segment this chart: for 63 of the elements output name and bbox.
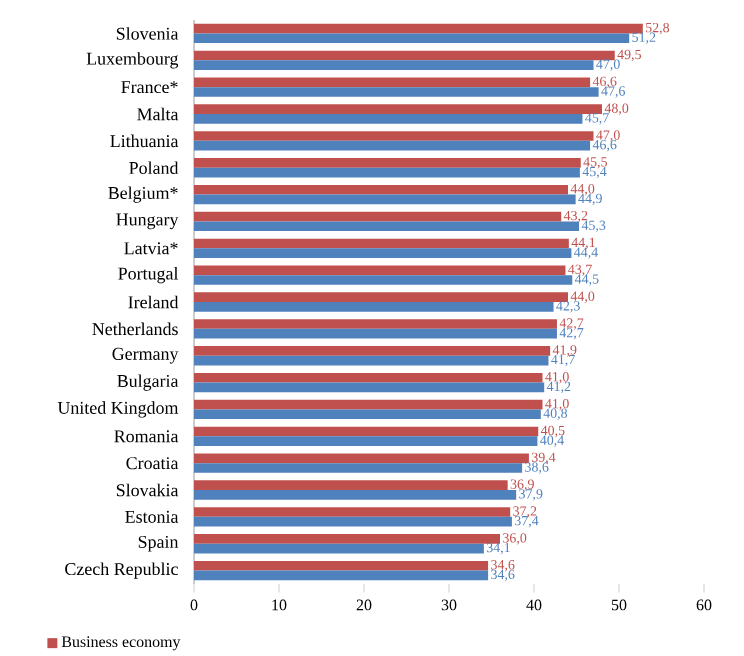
bar: [194, 516, 512, 527]
bar: [194, 436, 538, 446]
bar: [194, 560, 489, 571]
bar: [194, 140, 591, 151]
bar: [194, 534, 500, 544]
y-tick-label: Hungary: [116, 213, 179, 230]
y-tick-label: Slovakia: [116, 483, 179, 497]
bar: [194, 194, 576, 205]
bar: [194, 453, 529, 464]
y-tick-label: Ireland: [128, 295, 179, 309]
y-tick-label: United Kingdom: [57, 401, 179, 418]
bar: [194, 382, 545, 393]
bar: [194, 543, 484, 554]
bar: [194, 104, 602, 115]
y-tick-label: Spain: [138, 535, 179, 552]
y-tick-label: Romania: [114, 430, 179, 443]
bar: [194, 507, 511, 517]
y-tick-label: Estonia: [125, 510, 179, 523]
bar: [194, 490, 517, 500]
bar: [194, 409, 541, 420]
bar: [194, 426, 539, 437]
bar: [194, 480, 508, 491]
y-tick-label: Lithuania: [110, 134, 179, 148]
bar: [194, 319, 557, 329]
bar: [194, 372, 543, 383]
y-tick-label: Poland: [129, 161, 179, 175]
y-tick-label: Portugal: [118, 267, 179, 284]
bar: [194, 221, 580, 232]
bar: [194, 131, 594, 141]
bar: [194, 275, 573, 285]
bar: [194, 211, 562, 222]
bar: [194, 33, 630, 44]
y-tick-label: Luxembourg: [86, 52, 179, 69]
bar: [194, 60, 594, 70]
bar: [194, 265, 566, 276]
bar: [194, 167, 580, 178]
bar: [194, 23, 643, 34]
y-tick-label: Belgium*: [108, 186, 178, 203]
bar: [194, 463, 523, 473]
bar: [194, 399, 543, 410]
y-tick-label: Bulgaria: [117, 374, 179, 391]
bar: [194, 292, 568, 303]
y-tick-label: France*: [121, 81, 178, 94]
bar: [194, 50, 615, 61]
bar: [194, 87, 599, 97]
bar: [194, 302, 554, 312]
bar: [194, 346, 551, 356]
bar: [194, 328, 557, 339]
y-tick-label: Netherlands: [92, 322, 178, 336]
bar: [194, 238, 569, 249]
y-tick-label: Croatia: [126, 457, 179, 470]
y-tick-label: Latvia*: [124, 242, 178, 255]
bar: [194, 114, 583, 124]
bar: [194, 570, 489, 581]
bar: [194, 248, 572, 258]
bar: [194, 158, 581, 168]
y-tick-label: Slovenia: [116, 27, 179, 40]
y-tick-label: Malta: [137, 107, 179, 121]
bar: [194, 77, 591, 88]
y-tick-label: Czech Republic: [65, 562, 178, 579]
bar: [194, 355, 549, 366]
y-tick-label: Germany: [112, 347, 179, 364]
bar: [194, 184, 568, 195]
